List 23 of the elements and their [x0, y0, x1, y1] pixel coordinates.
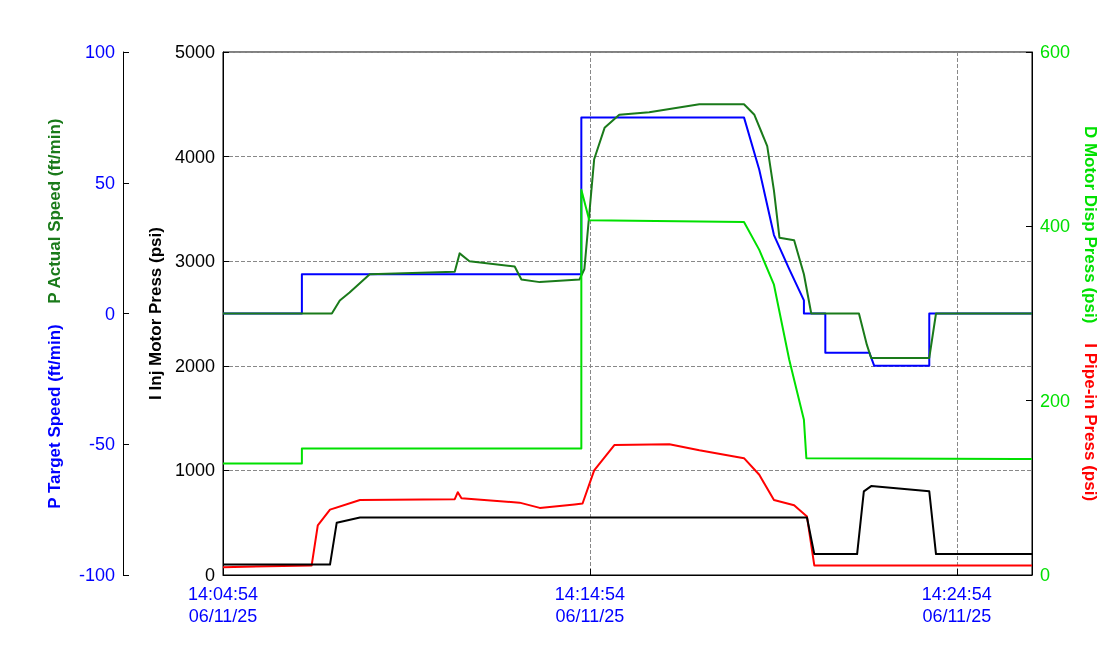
y3-tick-label: 400 — [1040, 216, 1071, 237]
y2-tick-label: 1000 — [174, 460, 215, 481]
y3-tick-label: 200 — [1040, 390, 1071, 411]
text: P Actual Speed (ft/min) — [45, 118, 64, 304]
y-tick-label: 0 — [104, 303, 115, 324]
y2-tick-label: 4000 — [174, 146, 215, 167]
y-tick-label: 50 — [94, 172, 115, 193]
y3-tick-label: 0 — [1040, 565, 1051, 585]
x-tick-label: 14:24:54 06/11/25 — [921, 584, 992, 626]
text: I Pipe-in Press (psi) — [1081, 343, 1100, 502]
y2-axis-title: I Inj Motor Press (psi) — [146, 227, 166, 400]
y-tick-label: 100 — [84, 42, 115, 62]
y-tick-label: -50 — [88, 434, 115, 455]
text: D Motor Disp Press (psi) — [1081, 125, 1100, 324]
y3-tick-label: 600 — [1040, 42, 1071, 62]
y2-tick-label: 3000 — [174, 251, 215, 272]
x-tick-label: 14:14:54 06/11/25 — [554, 584, 625, 626]
y-tick-label: -100 — [78, 565, 115, 585]
y2-tick-label: 2000 — [174, 355, 215, 376]
y2-tick-label: 0 — [204, 565, 215, 585]
text: P Target Speed (ft/min) — [45, 324, 64, 509]
y2-tick-label: 5000 — [174, 42, 215, 62]
x-tick-label: 14:04:54 06/11/25 — [187, 584, 259, 626]
